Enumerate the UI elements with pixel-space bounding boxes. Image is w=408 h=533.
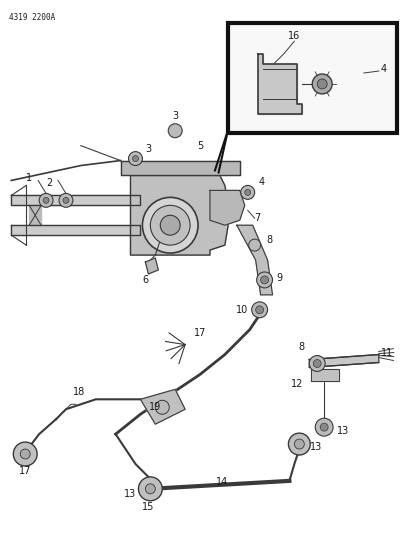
Text: 7: 7 — [255, 213, 261, 223]
Circle shape — [315, 418, 333, 436]
Text: 8: 8 — [298, 342, 304, 352]
Text: 16: 16 — [288, 31, 301, 41]
Polygon shape — [237, 225, 273, 295]
Circle shape — [252, 302, 268, 318]
Circle shape — [39, 193, 53, 207]
Text: 3: 3 — [172, 111, 178, 121]
Text: 14: 14 — [216, 477, 228, 487]
Polygon shape — [131, 175, 230, 255]
Circle shape — [59, 193, 73, 207]
Circle shape — [129, 151, 142, 166]
Circle shape — [295, 439, 304, 449]
Text: 9: 9 — [277, 273, 283, 283]
Polygon shape — [145, 258, 158, 274]
Text: 4319 2200A: 4319 2200A — [9, 13, 55, 22]
Circle shape — [142, 197, 198, 253]
Text: 13: 13 — [337, 426, 349, 436]
Circle shape — [63, 197, 69, 203]
Circle shape — [168, 124, 182, 138]
Circle shape — [138, 477, 162, 501]
Circle shape — [160, 215, 180, 235]
Text: 13: 13 — [310, 442, 322, 452]
Polygon shape — [11, 225, 140, 235]
Text: 15: 15 — [142, 502, 155, 512]
Circle shape — [133, 156, 138, 161]
Text: 6: 6 — [142, 275, 149, 285]
Bar — [228, 23, 397, 133]
Circle shape — [317, 79, 327, 89]
Text: 11: 11 — [381, 348, 393, 358]
Text: 12: 12 — [291, 379, 304, 390]
Text: 17: 17 — [19, 466, 31, 476]
Circle shape — [151, 205, 190, 245]
Polygon shape — [140, 389, 185, 424]
Circle shape — [320, 423, 328, 431]
Circle shape — [245, 189, 251, 196]
Circle shape — [145, 484, 155, 494]
Text: 18: 18 — [73, 387, 85, 397]
Polygon shape — [11, 196, 140, 205]
Polygon shape — [121, 160, 240, 175]
Circle shape — [256, 306, 264, 314]
Text: 13: 13 — [124, 489, 137, 499]
Circle shape — [312, 74, 332, 94]
Polygon shape — [29, 205, 41, 225]
Circle shape — [313, 360, 321, 367]
Polygon shape — [210, 190, 245, 225]
Text: 5: 5 — [197, 141, 203, 151]
Circle shape — [241, 185, 255, 199]
Text: 3: 3 — [145, 143, 151, 154]
Circle shape — [261, 276, 268, 284]
Circle shape — [288, 433, 310, 455]
Text: 10: 10 — [235, 305, 248, 315]
Text: 2: 2 — [46, 179, 52, 189]
Text: 17: 17 — [194, 328, 206, 337]
Circle shape — [257, 272, 273, 288]
Polygon shape — [257, 54, 302, 114]
Circle shape — [43, 197, 49, 203]
Circle shape — [249, 239, 261, 251]
Text: 4: 4 — [259, 177, 265, 188]
Circle shape — [155, 400, 169, 414]
Polygon shape — [309, 354, 379, 367]
Text: 1: 1 — [26, 173, 32, 183]
Circle shape — [13, 442, 37, 466]
Circle shape — [20, 449, 30, 459]
Polygon shape — [311, 369, 339, 382]
Circle shape — [309, 356, 325, 372]
Text: 4: 4 — [381, 64, 387, 74]
Text: 19: 19 — [149, 402, 162, 412]
Text: 8: 8 — [266, 235, 273, 245]
